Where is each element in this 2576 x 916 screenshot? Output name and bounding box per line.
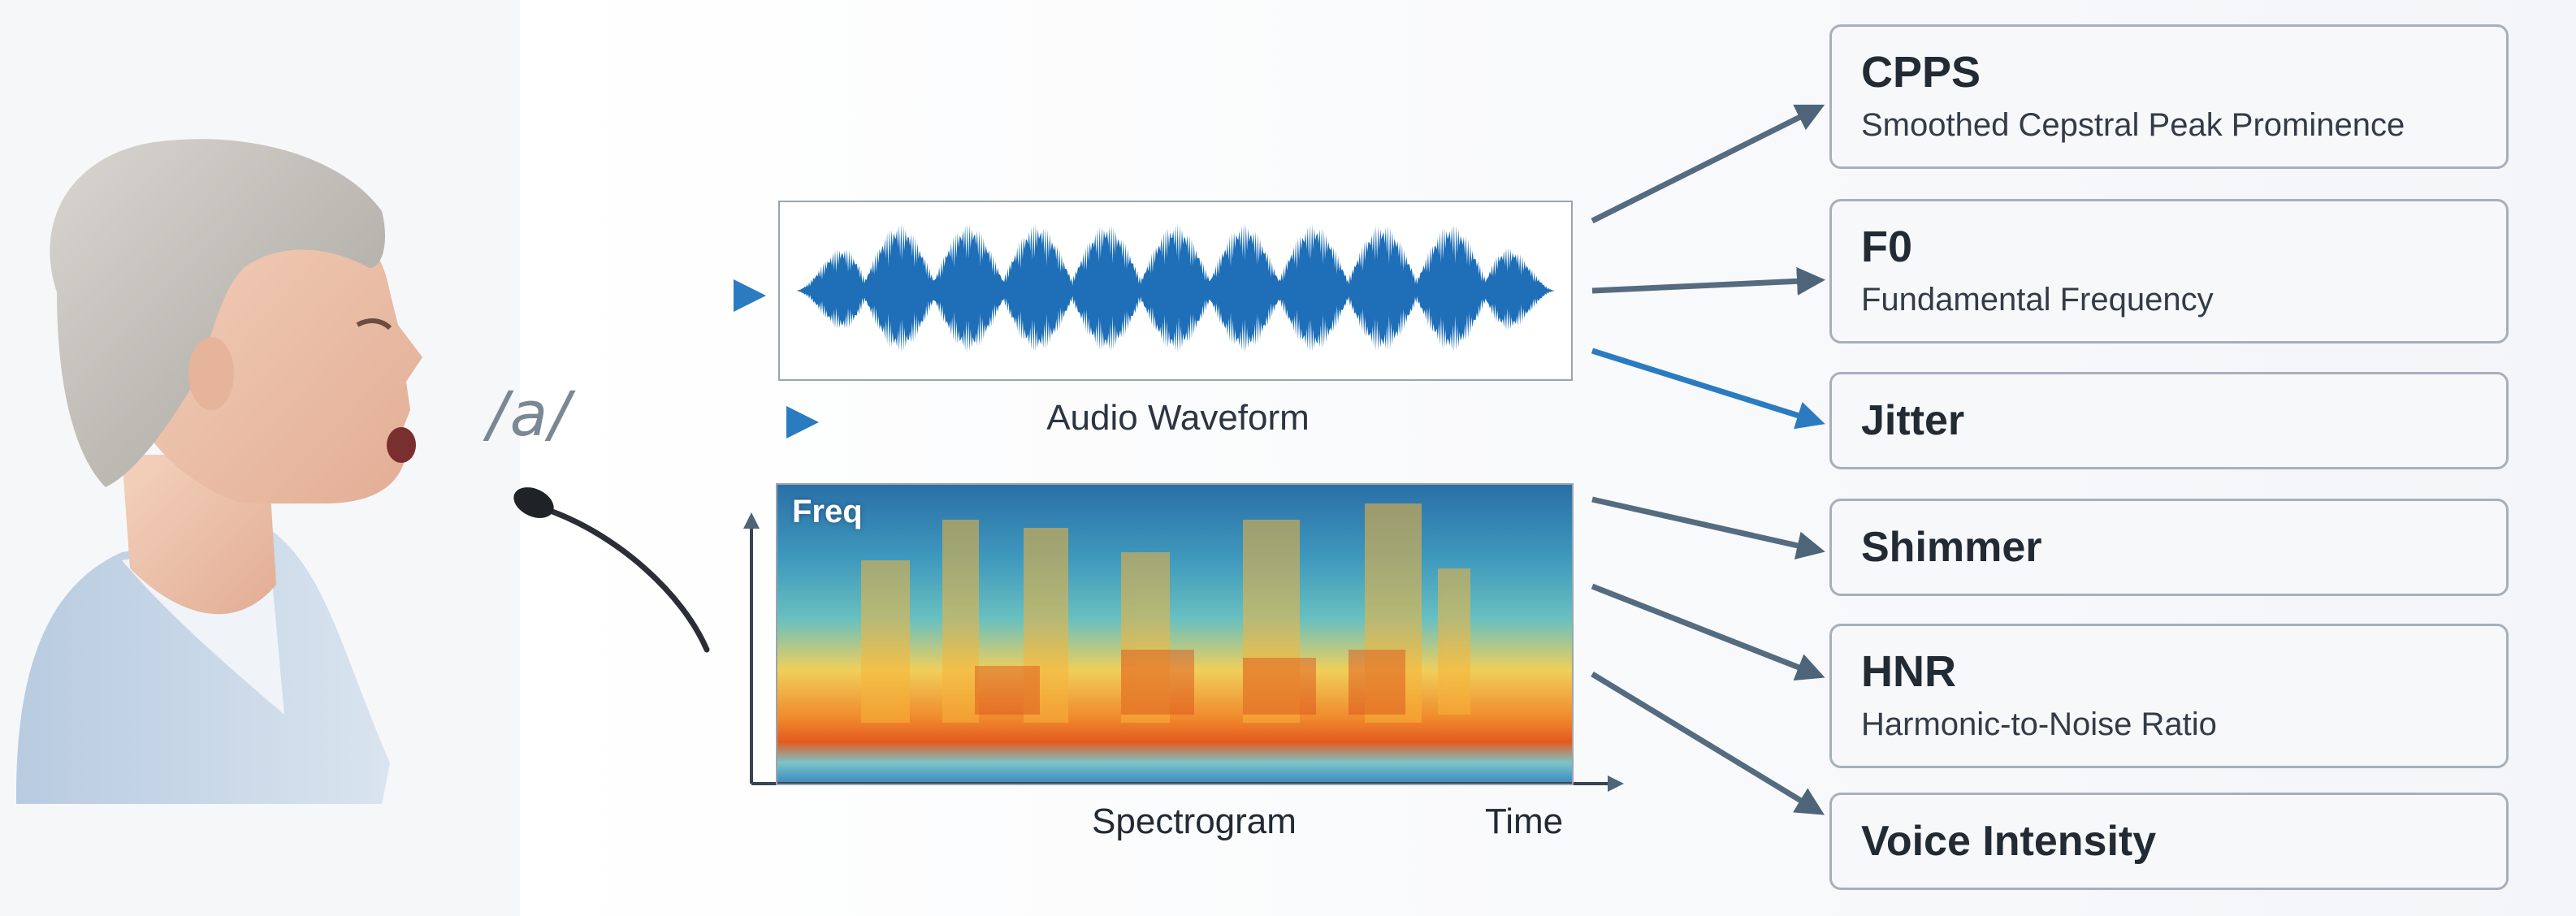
waveform-graph xyxy=(796,223,1555,353)
metric-box-jitter: Jitter xyxy=(1829,372,2509,469)
eye xyxy=(356,318,392,331)
time-axis-label: Time xyxy=(1485,802,1564,841)
speaker-illustration xyxy=(16,139,422,804)
open-mouth xyxy=(387,427,416,463)
waveform-trace xyxy=(796,223,1555,353)
metric-box-shimmer: Shimmer xyxy=(1829,499,2509,596)
metric-full-name: Fundamental Frequency xyxy=(1861,282,2214,318)
metric-name: Voice Intensity xyxy=(1861,818,2157,865)
arrow-hnr xyxy=(1591,583,1825,681)
waveform-panel xyxy=(778,201,1573,381)
hair xyxy=(50,139,386,488)
metric-full-name: Harmonic-to-Noise Ratio xyxy=(1861,706,2217,743)
metric-abbr: F0 xyxy=(1861,222,1913,271)
output-arrows xyxy=(1591,104,1825,815)
arrow-voice-intensity xyxy=(1591,672,1825,815)
arrow-shimmer xyxy=(1591,496,1825,560)
metric-full-name: Smoothed Cepstral Peak Prominence xyxy=(1861,107,2405,144)
metric-name: Shimmer xyxy=(1861,524,2042,571)
spectrogram-frame xyxy=(776,483,1574,785)
ear xyxy=(188,337,234,410)
metric-name: Jitter xyxy=(1861,397,1965,444)
arrow-jitter xyxy=(1591,348,1825,430)
shirt xyxy=(16,528,390,804)
spectrogram-image xyxy=(777,485,1572,784)
waveform-caption: Audio Waveform xyxy=(1046,398,1310,438)
freq-axis-label: Freq xyxy=(792,494,863,529)
microphone xyxy=(513,487,710,653)
metric-box-hnr: HNR Harmonic-to-Noise Ratio xyxy=(1829,624,2509,768)
arrow-cpps xyxy=(1591,104,1825,224)
metric-box-cpps: CPPS Smoothed Cepstral Peak Prominence xyxy=(1829,24,2509,169)
mic-head-icon xyxy=(513,487,554,518)
metric-abbr: CPPS xyxy=(1861,47,1981,97)
metric-box-f0: F0 Fundamental Frequency xyxy=(1829,199,2509,344)
spectrogram-caption: Spectrogram xyxy=(1092,802,1297,841)
metric-box-voice-intensity: Voice Intensity xyxy=(1829,793,2509,890)
arrow-f0 xyxy=(1591,266,1825,296)
vowel-label: /a/ xyxy=(487,378,572,450)
mic-cable xyxy=(549,508,710,653)
metric-abbr: HNR xyxy=(1861,646,1956,696)
